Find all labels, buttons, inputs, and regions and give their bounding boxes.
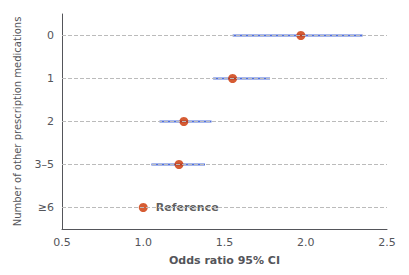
svg-text:Number of other prescription m: Number of other prescription medications [12, 17, 23, 227]
svg-text:1.5: 1.5 [216, 236, 234, 249]
svg-text:2.5: 2.5 [378, 236, 396, 249]
svg-text:2.0: 2.0 [297, 236, 315, 249]
svg-text:0.5: 0.5 [53, 236, 71, 249]
svg-text:3–5: 3–5 [35, 158, 55, 171]
svg-text:Reference: Reference [155, 201, 219, 214]
svg-text:≥6: ≥6 [38, 201, 54, 214]
svg-text:1: 1 [47, 72, 54, 85]
svg-text:2: 2 [47, 115, 54, 128]
svg-text:Odds ratio 95% CI: Odds ratio 95% CI [169, 254, 280, 267]
svg-text:0: 0 [47, 29, 54, 42]
svg-text:1.0: 1.0 [135, 236, 153, 249]
